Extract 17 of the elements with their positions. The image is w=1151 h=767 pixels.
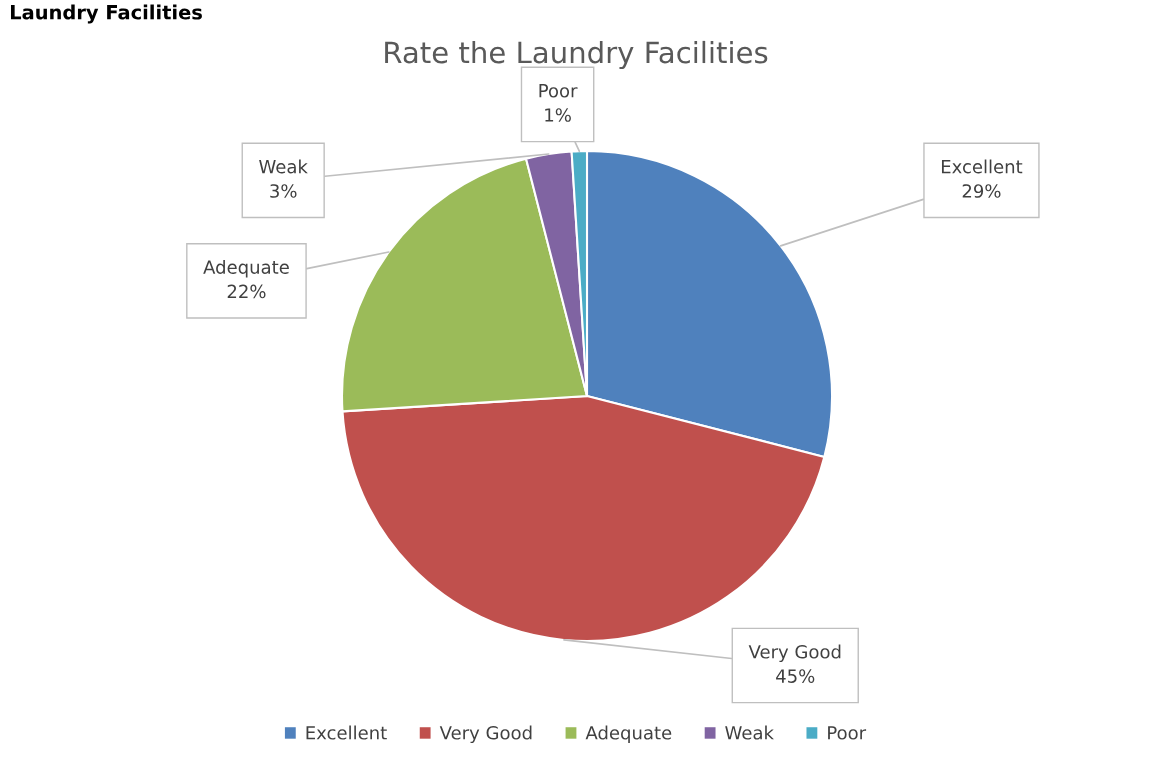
data-label: 1% [545,108,571,122]
legend-label: Adequate [585,725,672,744]
data-label: 29% [962,184,1001,198]
slice-label: Weak [259,159,308,174]
data-label: 3% [270,184,297,198]
text: Laundry Facilities [10,4,202,24]
slice-label: Adequate [203,259,289,278]
legend-label: Weak [725,725,774,740]
legend-label: Excellent [306,725,387,740]
legend-label: Poor [828,726,867,740]
legend-label: Very Good [439,725,532,744]
slice-label: Very Good [748,644,841,663]
chart-title: Rate the Laundry Facilities [385,40,768,70]
data-label: 45% [776,669,815,683]
slice-label: Excellent [941,159,1023,174]
data-label: 22% [227,284,266,299]
slice-label: Poor [539,84,578,98]
